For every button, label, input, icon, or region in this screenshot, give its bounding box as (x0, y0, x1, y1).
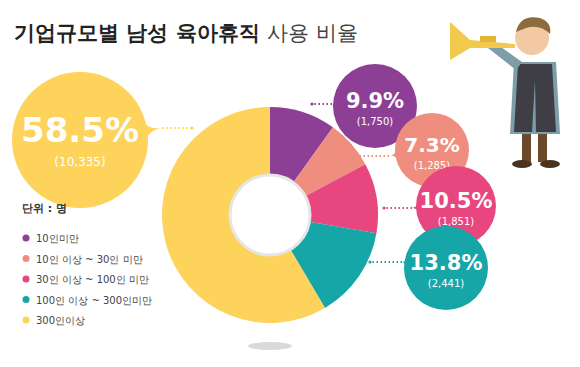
legend-label: 30인 이상 ~ 100인 미만 (36, 274, 149, 285)
leader-dot (382, 206, 385, 209)
data-label: 58.5% (21, 110, 139, 150)
legend-label: 300인이상 (36, 315, 85, 326)
leader (370, 261, 402, 263)
shoe (512, 160, 532, 168)
data-label: 10.5% (420, 189, 493, 213)
count-label: (1,750) (357, 116, 394, 127)
vest (514, 64, 556, 132)
legend-swatch (23, 296, 30, 303)
data-label: 9.9% (346, 89, 404, 113)
legend-swatch (23, 235, 30, 242)
legend: 단위 : 명 10인미만 10인 이상 ~ 30인 미만 30인 이상 ~ 100인 … (22, 202, 152, 326)
chart: 기업규모별 남성 육아휴직 사용 비율9.9%(1,750)7.3%(1,285… (0, 0, 580, 367)
leader (162, 127, 192, 129)
leader (384, 207, 412, 209)
count-label: (10,335) (54, 155, 105, 169)
slice (162, 107, 325, 323)
legend-swatch (23, 255, 30, 262)
leg (522, 130, 531, 162)
leader-dot (310, 102, 313, 105)
data-label: 7.3% (404, 133, 459, 157)
hair (516, 17, 550, 34)
callout (404, 226, 488, 310)
donut-hole (230, 175, 310, 255)
legend-label: 10인 이상 ~ 30인 미만 (36, 254, 143, 265)
shadow (248, 342, 292, 350)
callout (12, 72, 148, 208)
data-label: 13.8% (410, 251, 483, 275)
legend-swatch (23, 276, 30, 283)
illustration (450, 17, 560, 168)
count-label: (1,851) (438, 216, 475, 227)
legend-label: 10인미만 (36, 233, 79, 244)
leader (312, 103, 332, 105)
callouts: 9.9%(1,750)7.3%(1,285)10.5%(1,851)13.8%(… (12, 64, 496, 310)
leader-dot (354, 154, 357, 157)
trumpet-valves (480, 36, 496, 42)
shoe (540, 160, 560, 168)
leader-dot (190, 126, 193, 129)
leader-dot (368, 260, 371, 263)
title: 기업규모별 남성 육아휴직 사용 비율 (14, 21, 358, 45)
trumpet (450, 22, 515, 60)
legend-swatch (23, 317, 30, 324)
leg (538, 130, 547, 162)
legend-label: 100인 이상 ~ 300인미만 (36, 295, 152, 306)
leader (356, 155, 389, 157)
donut (162, 107, 378, 323)
count-label: (2,441) (428, 278, 465, 289)
shirt (510, 62, 560, 134)
donut-hole-ring (230, 175, 310, 255)
unit-label: 단위 : 명 (22, 202, 67, 215)
